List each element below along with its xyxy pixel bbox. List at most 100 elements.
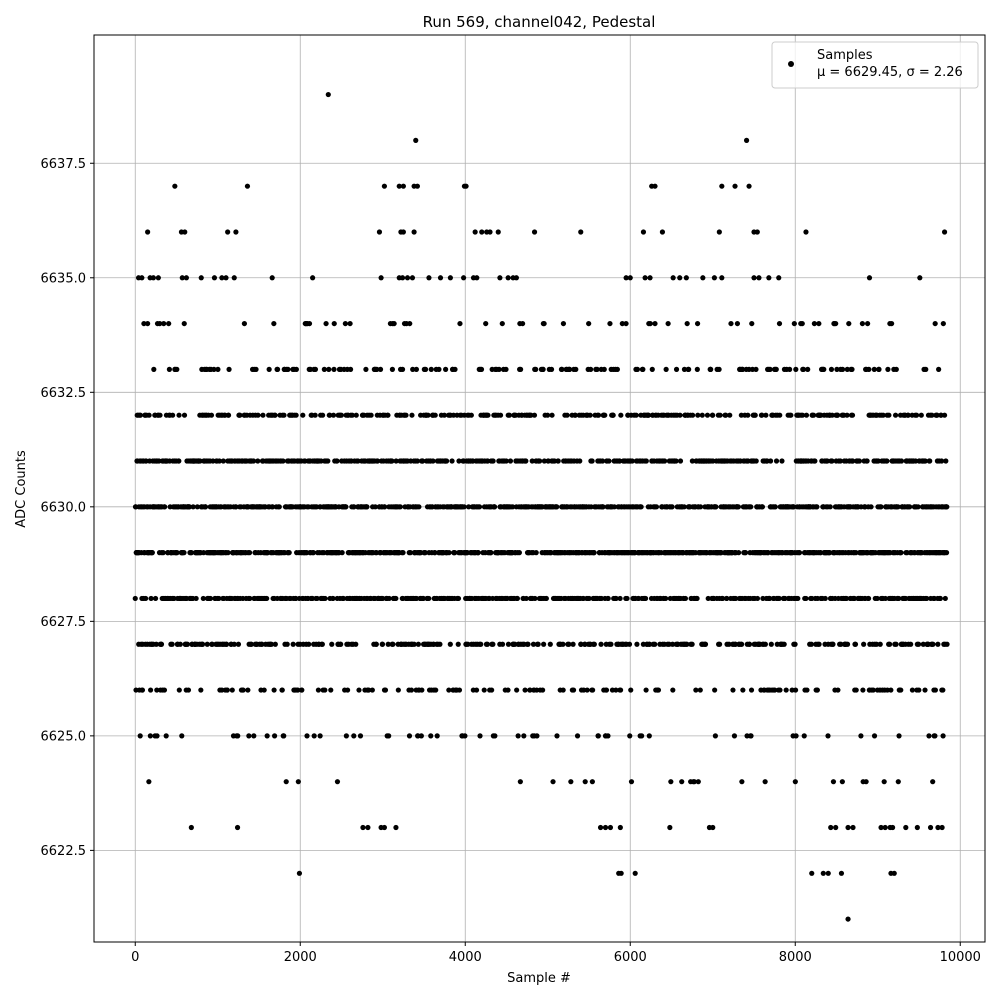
data-point [719,275,725,281]
data-point [474,275,480,281]
data-point [850,824,856,831]
data-point [432,412,438,418]
data-point [233,229,239,235]
data-point [804,687,810,693]
data-point [820,870,826,876]
data-point [828,824,834,831]
data-point [924,595,930,602]
data-point [505,641,512,647]
data-point [419,687,425,693]
data-point [179,275,185,281]
data-point [697,687,703,693]
data-point [876,366,882,372]
data-point [248,641,254,647]
data-point [885,366,891,372]
data-point [325,91,331,98]
data-point [939,458,945,464]
data-point [182,229,188,235]
data-point [776,595,782,602]
data-point [413,137,419,143]
data-point [219,275,225,281]
data-point [225,229,231,235]
data-point [835,687,841,693]
data-point [484,641,491,647]
data-point [163,733,169,739]
data-point [372,504,378,510]
data-point [749,320,755,327]
data-point [376,229,383,235]
data-point [466,504,472,510]
data-point [489,687,495,693]
data-point [488,550,494,556]
data-point [143,595,149,602]
data-point [369,687,375,693]
data-point [271,320,277,327]
data-point [437,641,443,647]
data-point [385,641,391,647]
data-point [541,458,547,464]
data-point [235,641,242,647]
data-point [594,366,600,372]
data-point [223,641,230,647]
data-point [399,275,406,281]
data-point [148,595,154,602]
data-point [890,824,896,831]
data-point [408,687,415,693]
data-point [754,595,761,602]
data-point [522,687,528,693]
data-point [331,320,337,327]
x-axis-label: Sample # [507,971,571,986]
data-point [712,687,718,693]
data-point [315,687,321,693]
data-point [936,366,942,372]
data-point [492,504,498,510]
data-point [312,412,318,418]
data-point [710,824,716,831]
data-point [837,458,843,464]
data-point [166,320,172,327]
data-point [409,275,416,281]
data-point [176,458,182,464]
data-point [628,779,635,785]
data-point [250,458,257,464]
data-point [322,687,328,693]
data-point [895,779,901,785]
data-point [573,366,579,372]
data-point [211,275,218,281]
data-point [733,595,739,602]
chart-title: Run 569, channel042, Pedestal [423,13,656,31]
data-point [743,137,750,143]
data-point [490,641,496,647]
data-point [943,458,949,464]
data-point [588,366,594,372]
data-point [691,779,697,785]
data-point [611,504,618,510]
data-point [716,366,722,372]
data-point [523,595,529,602]
data-point [772,687,778,693]
data-point [540,687,546,693]
data-point [863,779,869,785]
data-point [803,595,809,602]
data-point [410,366,416,372]
data-point [360,824,366,831]
data-point [779,458,785,464]
data-point [516,550,522,556]
x-tick-label: 8000 [779,950,812,965]
data-point [325,458,331,464]
data-point [922,458,928,464]
data-point [777,687,783,693]
data-point [638,504,644,510]
data-point [572,412,578,418]
data-point [602,412,608,418]
data-point [261,687,267,693]
data-point [540,366,546,372]
data-point [430,458,436,464]
data-point [174,366,180,372]
data-point [386,733,392,739]
data-point [742,550,749,556]
data-point [211,366,217,372]
data-point [455,595,462,602]
data-point [716,229,722,235]
